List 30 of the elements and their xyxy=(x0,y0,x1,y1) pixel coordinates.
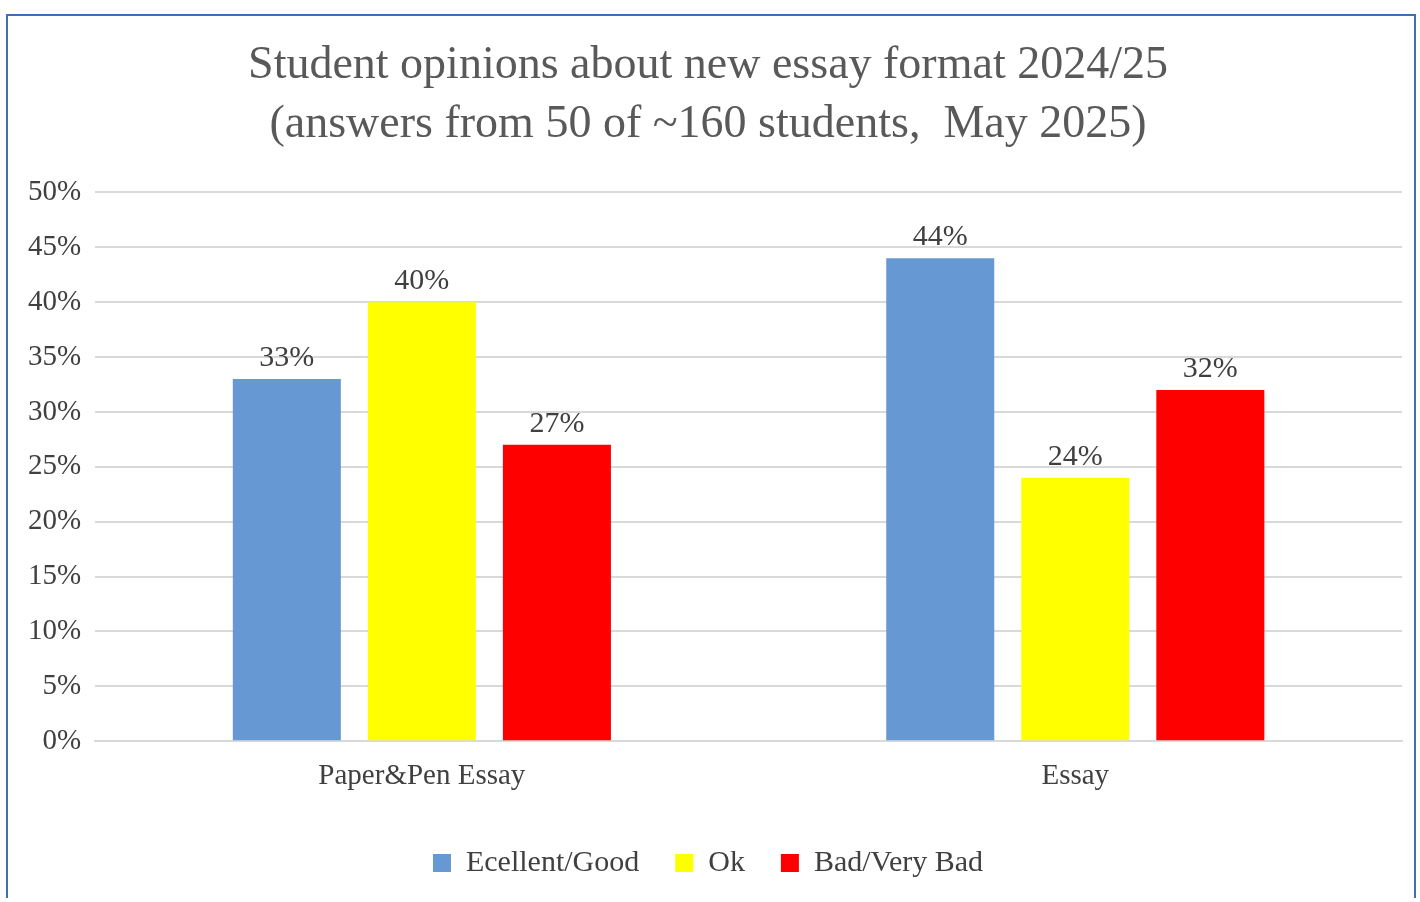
y-tick-label: 10% xyxy=(27,613,82,646)
x-tick-label: Essay xyxy=(1041,758,1110,791)
y-tick-label: 35% xyxy=(27,338,82,371)
bar xyxy=(502,444,611,741)
legend-label: Ecellent/Good xyxy=(465,843,640,877)
y-tick-label: 20% xyxy=(27,503,82,536)
y-tick-label: 25% xyxy=(27,448,82,481)
text: 32% xyxy=(1182,349,1238,383)
legend-label: Bad/Very Bad xyxy=(813,843,984,877)
bar xyxy=(1156,389,1265,741)
text: 24% xyxy=(1047,437,1103,471)
y-tick-label: 15% xyxy=(27,558,82,591)
legend-label: Ok xyxy=(708,843,745,877)
y-tick-label: 50% xyxy=(27,174,82,207)
x-tick-label: Paper&Pen Essay xyxy=(318,758,526,791)
bar xyxy=(886,258,995,741)
text: 44% xyxy=(912,218,968,252)
text: 27% xyxy=(529,404,585,438)
text: 40% xyxy=(394,262,450,296)
chart-title: Student opinions about new essay format 2024/25 xyxy=(248,36,1168,88)
bar xyxy=(367,302,476,741)
y-tick-label: 40% xyxy=(27,283,82,316)
text: 33% xyxy=(259,338,315,372)
y-tick-label: 30% xyxy=(27,393,82,426)
chart-subtitle: (answers from 50 of ~160 students, May 2025) xyxy=(269,95,1147,147)
y-tick-label: 45% xyxy=(27,228,82,261)
bar xyxy=(1021,477,1130,741)
y-tick-label: 0% xyxy=(42,722,82,755)
y-tick-label: 5% xyxy=(42,667,82,700)
bar xyxy=(232,378,341,741)
